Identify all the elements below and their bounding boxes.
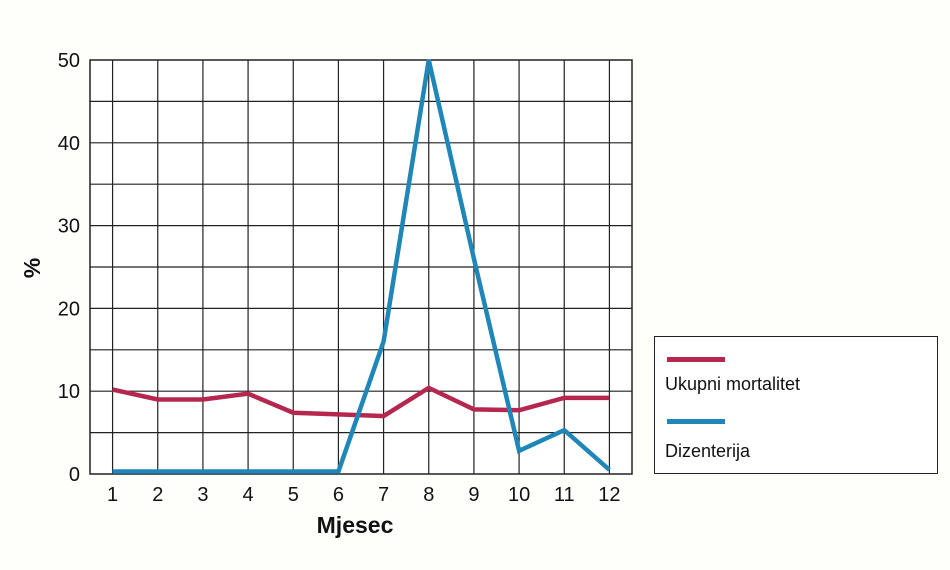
legend-swatch-ukupni-mortalitet (667, 357, 725, 362)
x-tick-label: 6 (333, 484, 344, 506)
y-axis-title: % (19, 258, 45, 278)
series-line-1 (112, 59, 611, 474)
y-tick-label: 30 (58, 216, 80, 238)
x-tick-label: 8 (423, 484, 434, 506)
legend-label-ukupni-mortalitet: Ukupni mortalitet (665, 374, 801, 394)
x-tick-label: 5 (288, 484, 299, 506)
y-tick-labels: 0 10 20 30 40 50 (58, 50, 80, 486)
x-tick-label: 1 (107, 484, 118, 506)
series-line-0 (112, 385, 610, 419)
y-tick-label: 20 (58, 298, 80, 320)
series-lines (112, 59, 611, 474)
x-tick-labels: 1 2 3 4 5 6 7 8 9 10 11 12 (107, 484, 621, 506)
legend-swatch-dizenterija (667, 419, 725, 424)
y-tick-label: 0 (69, 464, 80, 486)
x-axis-title: Mjesec (317, 512, 394, 538)
x-tick-label: 3 (197, 484, 208, 506)
chart-legend: Ukupni mortalitet Dizenterija (654, 336, 938, 474)
x-tick-label: 4 (243, 484, 254, 506)
y-tick-label: 50 (58, 50, 80, 72)
y-tick-label: 40 (58, 133, 80, 155)
x-tick-label: 9 (468, 484, 479, 506)
legend-label-dizenterija: Dizenterija (665, 441, 751, 461)
y-tick-label: 10 (58, 381, 80, 403)
x-tick-label: 2 (152, 484, 163, 506)
x-tick-label: 10 (508, 484, 530, 506)
x-tick-label: 11 (554, 484, 575, 506)
x-tick-label: 12 (598, 484, 620, 506)
x-tick-label: 7 (378, 484, 389, 506)
